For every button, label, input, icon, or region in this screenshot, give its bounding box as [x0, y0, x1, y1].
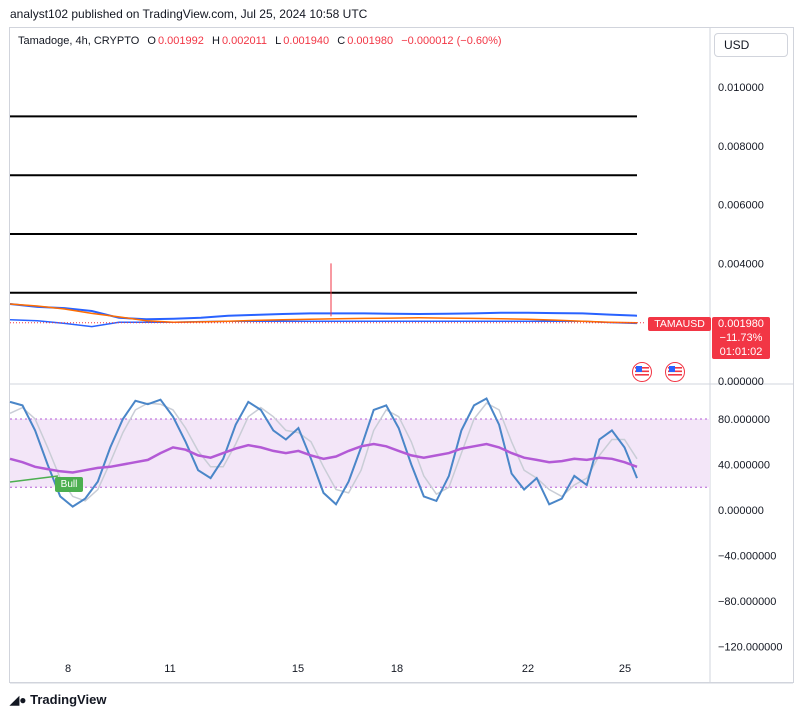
price-tick-label: 0.008000 [718, 141, 764, 153]
bull-divergence-line [9, 475, 59, 483]
last-price-box: 0.001980 −11.73% 01:01:02 [712, 317, 770, 359]
bollinger-upper-line [9, 303, 638, 321]
x-tick-label: 8 [65, 663, 71, 675]
bar-countdown: 01:01:02 [719, 346, 763, 358]
us-flag-icon[interactable] [665, 362, 685, 382]
close-value: 0.001980 [347, 35, 394, 47]
stoch-k-line [9, 397, 638, 508]
axes: 8 11 15 18 22 25 0.010000 0.008000 0.006000 0.004… [65, 82, 783, 675]
x-tick-label: 11 [164, 663, 175, 675]
low-label: L [275, 35, 282, 47]
rsi-line [9, 442, 638, 474]
x-tick-label: 15 [292, 663, 304, 675]
low-value: 0.001940 [283, 35, 330, 47]
price-pane [9, 115, 645, 328]
change-value: −0.000012 (−0.60%) [401, 35, 502, 47]
osc-tick-label: −120.000000 [718, 642, 783, 654]
osc-tick-label: 0.000000 [718, 505, 764, 517]
osc-tick-label: 40.000000 [718, 460, 770, 472]
osc-tick-label: −80.000000 [718, 596, 776, 608]
x-tick-label: 22 [522, 663, 534, 675]
stoch-d-line [9, 402, 638, 502]
tradingview-logo[interactable]: ◢● TradingView [10, 692, 106, 707]
x-tick-label: 18 [391, 663, 403, 675]
x-tick-label: 25 [619, 663, 631, 675]
price-tick-label: 0.000000 [718, 376, 764, 388]
symbol-title[interactable]: Tamadoge, 4h, CRYPTO [18, 35, 140, 47]
last-price: 0.001980 [718, 318, 764, 330]
price-line [9, 303, 638, 324]
symbol-legend: Tamadoge, 4h, CRYPTO O 0.001992 H 0.002011… [18, 35, 504, 47]
bollinger-lower-line [9, 319, 638, 328]
osc-tick-label: −40.000000 [718, 551, 776, 563]
osc-tick-label: 80.000000 [718, 414, 770, 426]
currency-selector[interactable]: USD [714, 33, 788, 57]
open-value: 0.001992 [157, 35, 204, 47]
publisher-line: analyst102 published on TradingView.com,… [10, 7, 368, 21]
us-flag-icon[interactable] [632, 362, 652, 382]
oscillator-pane [9, 397, 710, 508]
price-tick-label: 0.004000 [718, 258, 764, 270]
ticker-tag: TAMAUSD [648, 317, 711, 331]
open-label: O [147, 35, 156, 47]
high-value: 0.002011 [221, 35, 268, 47]
price-tick-label: 0.006000 [718, 200, 764, 212]
bull-signal-label: Bull [55, 477, 83, 492]
close-label: C [337, 35, 346, 47]
last-change-pct: −11.73% [719, 332, 763, 344]
logo-text: TradingView [30, 692, 107, 707]
price-tick-label: 0.010000 [718, 82, 764, 94]
high-label: H [211, 35, 220, 47]
tradingview-logo-icon: ◢● [10, 693, 27, 707]
